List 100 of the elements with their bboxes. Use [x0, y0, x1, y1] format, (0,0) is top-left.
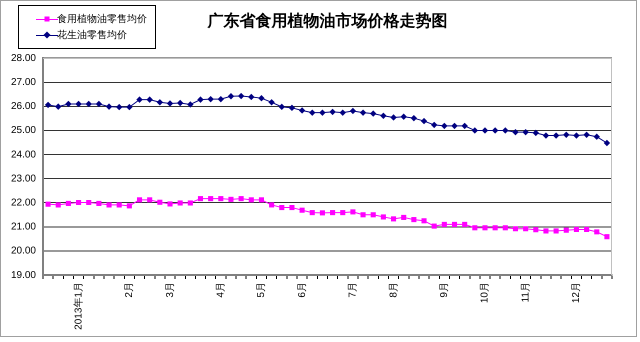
- x-tick-label: 8月: [388, 282, 400, 298]
- point: [208, 196, 214, 202]
- point: [178, 200, 183, 206]
- point: [106, 202, 112, 208]
- y-tick-label: 25.00: [10, 125, 36, 136]
- point: [472, 225, 478, 230]
- y-tick-label: 20.00: [10, 246, 36, 257]
- y-tick-label: 19.00: [10, 270, 36, 281]
- point: [106, 103, 112, 110]
- point: [532, 130, 539, 136]
- point: [360, 212, 366, 218]
- point: [258, 197, 264, 202]
- point: [554, 228, 559, 234]
- y-tick-label: 26.00: [10, 101, 36, 112]
- x-tick-label: 11月: [520, 282, 532, 302]
- point: [65, 100, 72, 108]
- point: [380, 214, 386, 220]
- point: [370, 212, 376, 218]
- point: [56, 202, 61, 208]
- point: [360, 109, 366, 116]
- point: [330, 210, 336, 216]
- point: [502, 225, 508, 230]
- point: [432, 224, 437, 229]
- point: [421, 218, 427, 224]
- point: [298, 107, 306, 114]
- point: [461, 122, 468, 130]
- point: [329, 108, 336, 116]
- point: [604, 140, 610, 146]
- point: [462, 222, 468, 227]
- point: [594, 229, 600, 234]
- y-tick-label: 22.00: [10, 197, 36, 208]
- point: [136, 197, 142, 202]
- point: [564, 228, 569, 233]
- point: [309, 109, 316, 116]
- point: [502, 127, 509, 134]
- point: [400, 114, 407, 120]
- point: [350, 209, 356, 214]
- point: [218, 196, 224, 202]
- point: [441, 122, 448, 130]
- point: [278, 104, 285, 110]
- point: [238, 196, 244, 202]
- point: [86, 100, 92, 108]
- point: [197, 96, 204, 103]
- point: [584, 226, 590, 232]
- point: [248, 94, 254, 100]
- point: [573, 132, 580, 139]
- point: [66, 200, 71, 206]
- point: [574, 226, 579, 232]
- point: [136, 96, 143, 103]
- x-tick-label: 6月: [296, 282, 308, 298]
- point: [289, 205, 294, 210]
- point: [522, 128, 529, 136]
- point: [76, 200, 82, 206]
- point: [146, 96, 153, 103]
- point: [258, 94, 265, 102]
- point: [269, 202, 274, 208]
- point: [218, 96, 224, 102]
- point: [542, 132, 550, 139]
- point: [604, 234, 610, 240]
- point: [442, 222, 447, 227]
- point: [310, 210, 315, 216]
- y-tick-label: 23.00: [10, 173, 36, 184]
- point: [46, 202, 51, 207]
- point: [126, 203, 132, 208]
- point: [583, 132, 590, 138]
- legend-label: 花生油零售均价: [57, 28, 127, 41]
- point: [96, 200, 102, 206]
- point: [188, 200, 193, 206]
- point: [96, 100, 102, 108]
- point: [472, 127, 478, 134]
- point: [523, 226, 528, 232]
- point: [420, 118, 428, 124]
- point: [279, 205, 284, 210]
- x-tick-label: 2013年1月: [72, 282, 84, 330]
- y-tick-label: 27.00: [10, 77, 36, 88]
- point: [116, 104, 122, 110]
- point: [410, 114, 418, 122]
- point: [300, 208, 305, 213]
- point: [430, 122, 438, 128]
- x-tick-label: 12月: [571, 282, 582, 304]
- point: [340, 210, 346, 216]
- point: [86, 200, 92, 206]
- point: [75, 100, 82, 108]
- y-tick-label: 24.00: [10, 149, 36, 160]
- point: [482, 225, 488, 230]
- legend-label: 食用植物油零售均价: [57, 12, 147, 25]
- point: [126, 104, 133, 110]
- x-tick-label: 4月: [216, 282, 227, 298]
- point: [492, 225, 498, 230]
- point: [411, 217, 416, 222]
- point: [187, 101, 194, 108]
- point: [167, 201, 173, 206]
- point: [552, 132, 560, 139]
- x-tick-label: 2月: [124, 282, 136, 298]
- point: [320, 210, 325, 216]
- point: [340, 109, 346, 116]
- point: [147, 197, 152, 202]
- point: [452, 222, 458, 227]
- point: [166, 100, 174, 107]
- point: [563, 132, 570, 138]
